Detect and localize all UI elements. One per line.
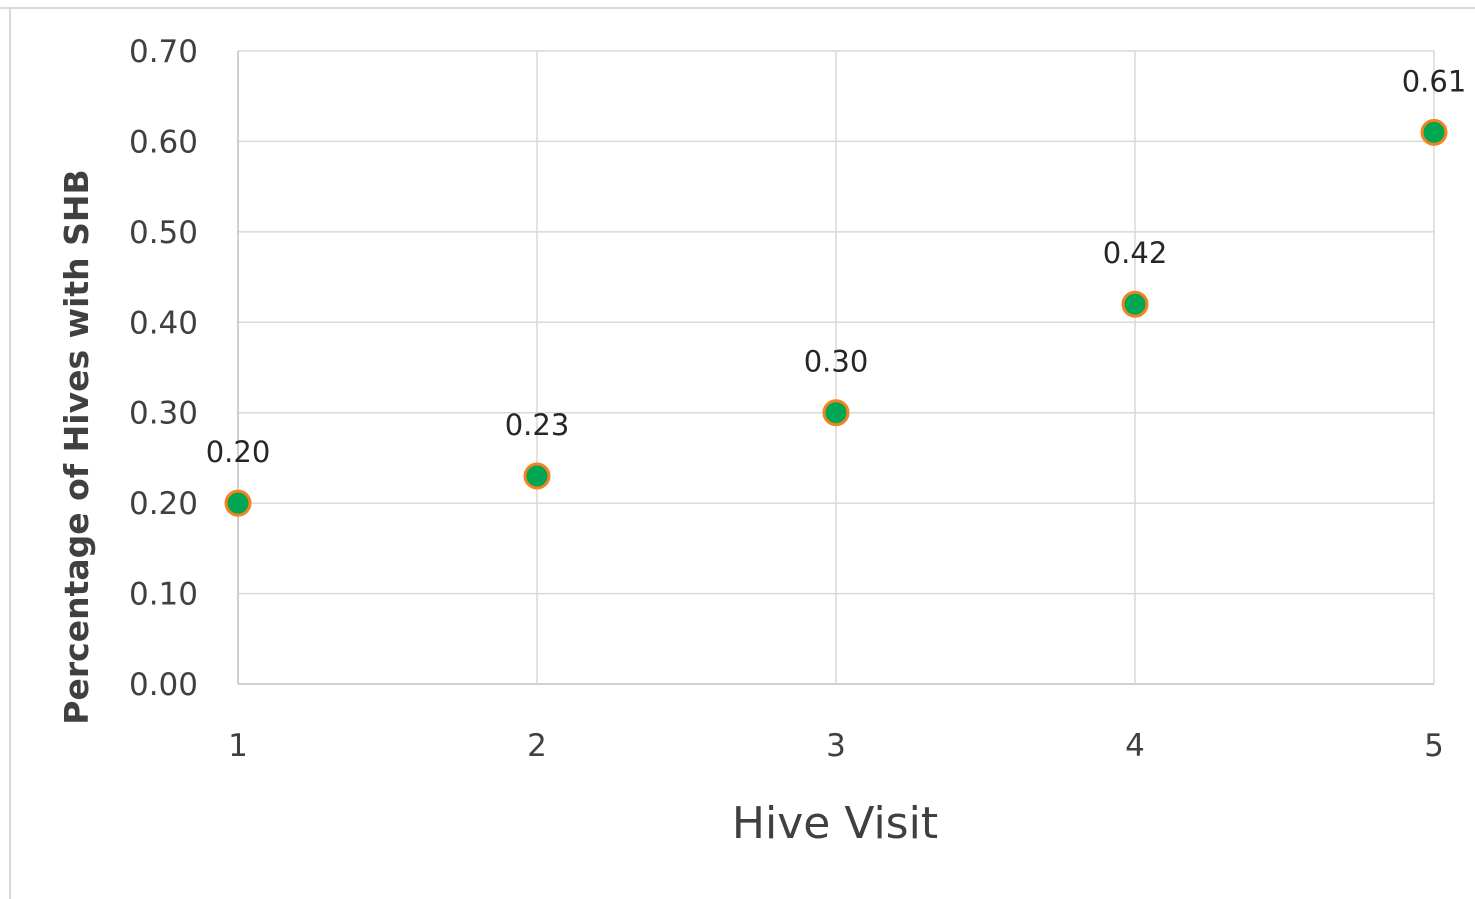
y-tick-label: 0.00	[129, 667, 198, 703]
y-tick-label: 0.70	[129, 34, 198, 70]
y-tick-label: 0.20	[129, 486, 198, 522]
y-tick-label: 0.10	[129, 577, 198, 613]
data-point	[523, 462, 551, 490]
y-tick-label: 0.50	[129, 215, 198, 251]
point-layer	[224, 118, 1448, 517]
x-tick-label: 5	[1424, 728, 1444, 764]
data-point	[1121, 290, 1149, 318]
x-tick-label: 3	[826, 728, 846, 764]
tick-layer: 0.000.100.200.300.400.500.600.701 2 3 4 5	[129, 34, 1444, 764]
data-label: 0.20	[206, 435, 271, 469]
data-label: 0.61	[1402, 64, 1467, 98]
x-tick-label: 4	[1125, 728, 1145, 764]
data-point	[822, 399, 850, 427]
data-label: 0.42	[1103, 236, 1168, 270]
y-axis-title: Percentage of Hives with SHB	[57, 169, 96, 724]
data-label: 0.23	[505, 408, 570, 442]
x-axis-title: Hive Visit	[732, 798, 938, 849]
y-tick-label: 0.30	[129, 396, 198, 432]
data-point	[1420, 118, 1448, 146]
y-tick-label: 0.40	[129, 305, 198, 341]
x-tick-label: 1	[228, 728, 248, 764]
x-tick-label: 2	[527, 728, 547, 764]
data-label: 0.30	[804, 345, 869, 379]
data-point	[224, 489, 252, 517]
y-tick-label: 0.60	[129, 124, 198, 160]
label-layer: 0.20 0.23 0.30 0.42 0.61	[206, 64, 1467, 469]
